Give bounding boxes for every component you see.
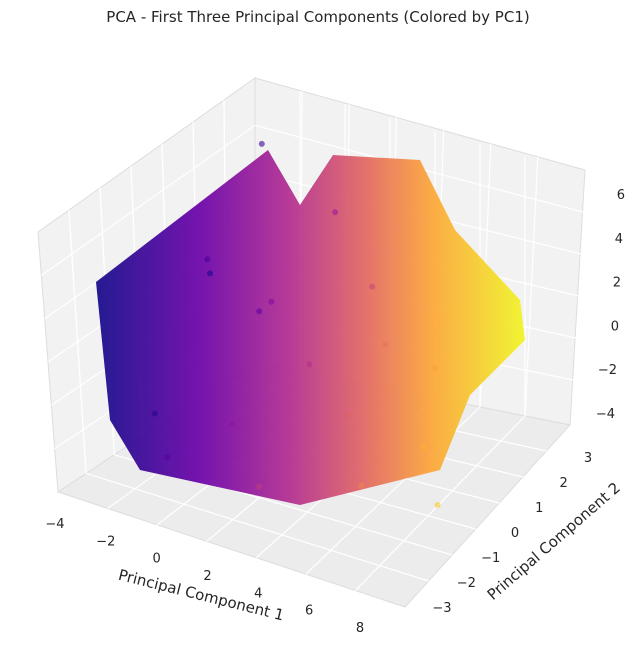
y-tick-labels: −3 −2 −1 0 1 2 3	[432, 451, 592, 616]
x-tick-label: −2	[96, 534, 115, 549]
x-tick-labels: −4 −2 0 2 4 6 8	[45, 517, 364, 636]
data-point	[434, 502, 441, 508]
data-point	[256, 483, 263, 490]
data-point	[164, 454, 171, 461]
y-tick-label: 1	[535, 501, 543, 516]
z-tick-label: 0	[611, 319, 619, 334]
x-tick-label: 8	[356, 621, 364, 636]
chart-title: PCA - First Three Principal Components (…	[106, 8, 529, 26]
z-tick-label: −4	[596, 407, 615, 422]
data-point	[420, 444, 427, 451]
y-tick-label: −3	[432, 601, 451, 616]
z-tick-label: 6	[617, 188, 625, 203]
data-point	[382, 341, 389, 348]
data-point	[306, 361, 313, 368]
data-point	[344, 412, 351, 419]
data-point	[432, 365, 439, 372]
floor-grid-x	[354, 415, 526, 591]
x-tick-label: 6	[305, 604, 313, 619]
data-point	[204, 256, 211, 263]
z-tick-label: 4	[615, 232, 623, 247]
x-tick-label: 2	[203, 569, 211, 584]
data-point	[151, 410, 158, 417]
x-tick-label: 4	[254, 586, 262, 601]
y-tick-label: 0	[511, 526, 519, 541]
data-point	[258, 140, 265, 147]
left-grid-z	[40, 124, 256, 276]
data-point	[369, 283, 376, 290]
x-tick-label: −4	[45, 517, 64, 532]
data-point	[256, 308, 263, 315]
y-tick-label: −1	[481, 551, 500, 566]
x-tick-label: 0	[153, 552, 161, 567]
data-points	[151, 140, 441, 508]
data-point	[358, 482, 365, 489]
data-point	[229, 420, 236, 427]
data-point	[268, 298, 275, 305]
data-point	[207, 270, 213, 277]
z-tick-label: 2	[613, 276, 621, 291]
y-tick-label: 2	[560, 476, 568, 491]
z-tick-labels: −4 −2 0 2 4 6	[596, 188, 625, 422]
y-tick-label: −2	[457, 576, 476, 591]
floor-grid-y	[85, 472, 429, 582]
data-point	[332, 209, 339, 216]
z-tick-label: −2	[598, 363, 617, 378]
y-tick-label: 3	[584, 451, 592, 466]
